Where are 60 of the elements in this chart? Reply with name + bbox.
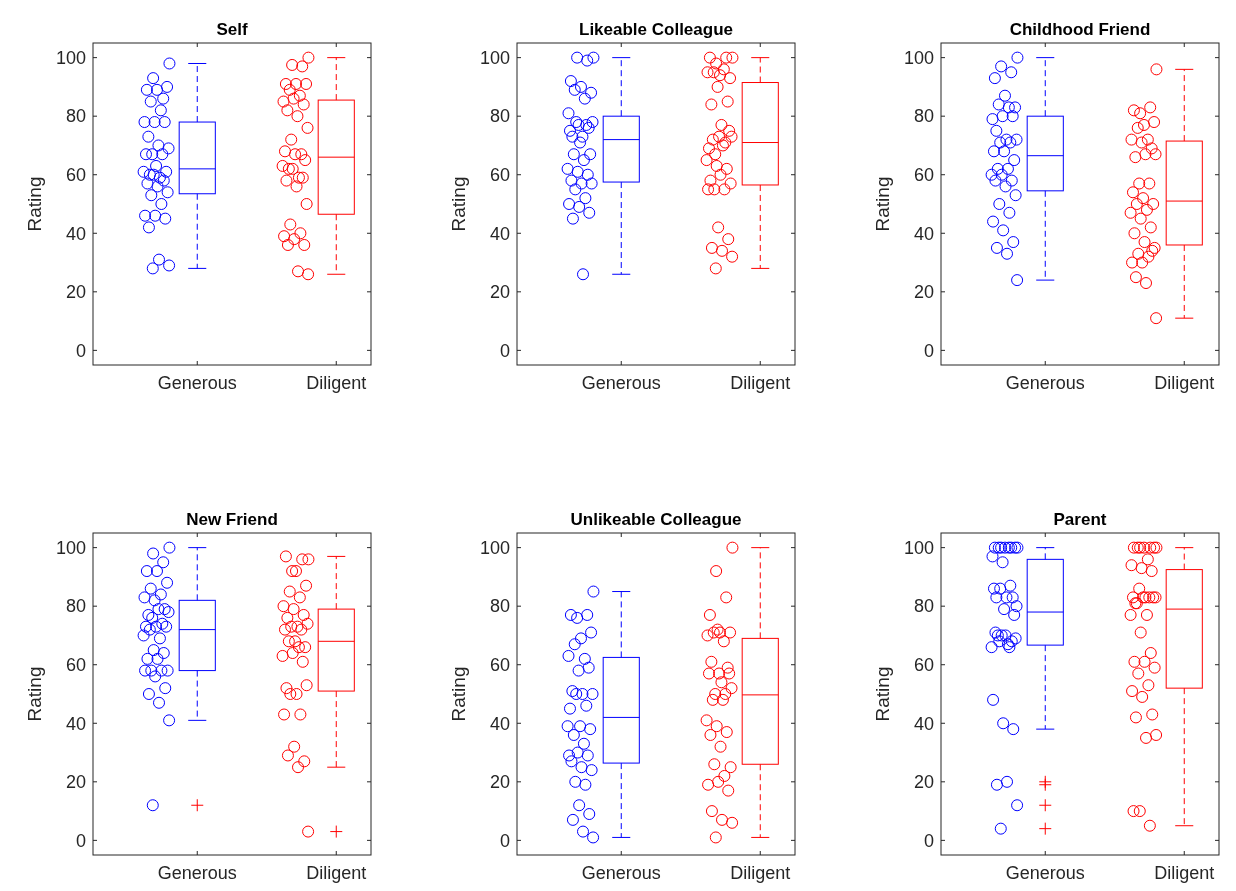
chart-title: Likeable Colleague: [579, 20, 733, 39]
y-axis-title: Rating: [872, 666, 893, 722]
chart-title: Unlikeable Colleague: [570, 510, 742, 529]
chart-title: Childhood Friend: [1009, 20, 1151, 39]
y-tick-label: 40: [65, 223, 86, 244]
y-tick-label: 0: [499, 830, 510, 851]
y-axis-title: Rating: [24, 666, 45, 722]
x-tick-label: Diligent: [306, 373, 367, 393]
y-tick-label: 60: [489, 655, 510, 676]
y-tick-label: 0: [75, 830, 86, 851]
x-tick-label: Diligent: [730, 373, 791, 393]
y-tick-label: 80: [489, 596, 510, 617]
y-tick-label: 80: [913, 596, 934, 617]
y-tick-label: 100: [479, 537, 510, 558]
y-tick-label: 40: [489, 713, 510, 734]
x-tick-label: Generous: [581, 863, 661, 883]
x-tick-label: Diligent: [730, 863, 791, 883]
y-tick-label: 40: [489, 223, 510, 244]
y-tick-label: 60: [65, 655, 86, 676]
chart-title: New Friend: [186, 510, 278, 529]
y-tick-label: 60: [489, 165, 510, 186]
y-tick-label: 20: [913, 282, 934, 303]
y-tick-label: 60: [65, 165, 86, 186]
y-tick-label: 80: [913, 106, 934, 127]
y-tick-label: 100: [55, 537, 86, 558]
y-axis-title: Rating: [24, 176, 45, 232]
y-tick-label: 20: [489, 282, 510, 303]
y-tick-label: 60: [913, 655, 934, 676]
y-tick-label: 100: [479, 47, 510, 68]
x-tick-label: Generous: [1005, 373, 1085, 393]
y-axis-title: Rating: [872, 176, 893, 232]
y-tick-label: 40: [913, 713, 934, 734]
y-tick-label: 100: [903, 537, 934, 558]
y-tick-label: 0: [923, 340, 934, 361]
y-tick-label: 100: [903, 47, 934, 68]
y-tick-label: 40: [65, 713, 86, 734]
x-tick-label: Generous: [157, 373, 237, 393]
x-tick-label: Diligent: [306, 863, 367, 883]
y-tick-label: 20: [913, 772, 934, 793]
x-tick-label: Generous: [1005, 863, 1085, 883]
x-tick-label: Generous: [581, 373, 661, 393]
chart-title: Parent: [1053, 510, 1107, 529]
y-tick-label: 0: [75, 340, 86, 361]
x-tick-label: Generous: [157, 863, 237, 883]
y-tick-label: 80: [65, 106, 86, 127]
y-tick-label: 80: [489, 106, 510, 127]
y-tick-label: 0: [499, 340, 510, 361]
y-tick-label: 60: [913, 165, 934, 186]
y-axis-title: Rating: [448, 666, 469, 722]
y-tick-label: 20: [65, 282, 86, 303]
y-tick-label: 80: [65, 596, 86, 617]
y-axis-title: Rating: [448, 176, 469, 232]
x-tick-label: Diligent: [1154, 373, 1215, 393]
y-tick-label: 40: [913, 223, 934, 244]
chart-title: Self: [216, 20, 248, 39]
y-tick-label: 20: [65, 772, 86, 793]
y-tick-label: 20: [489, 772, 510, 793]
y-tick-label: 0: [923, 830, 934, 851]
x-tick-label: Diligent: [1154, 863, 1215, 883]
y-tick-label: 100: [55, 47, 86, 68]
